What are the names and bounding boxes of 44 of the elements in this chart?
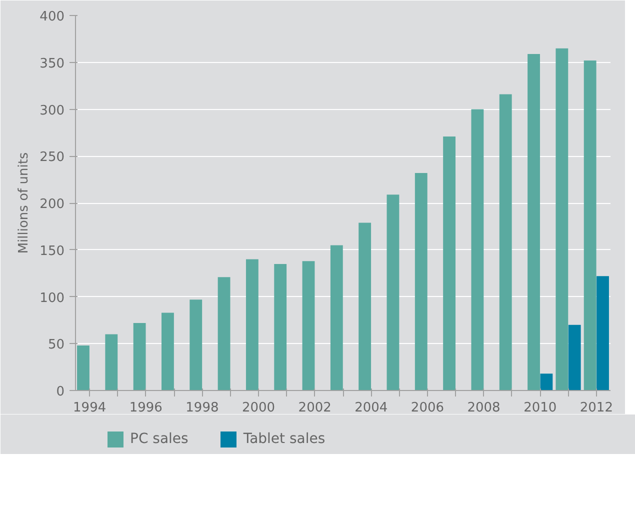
bar — [190, 300, 202, 390]
bar — [246, 259, 258, 390]
x-tick-label: 2002 — [298, 400, 332, 416]
y-tick-label: 0 — [56, 384, 65, 400]
x-tick-label: 2004 — [354, 400, 388, 416]
y-axis-title: Millions of units — [16, 152, 32, 254]
y-tick-label: 250 — [40, 150, 65, 166]
x-tick-label: 1996 — [129, 400, 162, 416]
bar — [556, 48, 568, 390]
y-tick-label: 300 — [40, 103, 65, 118]
bar — [77, 346, 90, 390]
bar — [528, 54, 540, 390]
bar — [443, 136, 456, 390]
y-tick-label: 100 — [40, 290, 65, 306]
x-tick-label: 1998 — [186, 400, 219, 416]
x-tick-label: 2008 — [467, 400, 500, 416]
bar — [568, 324, 581, 390]
bar — [105, 334, 118, 390]
x-tick-label: 2010 — [524, 400, 557, 416]
y-tick-label: 50 — [48, 338, 65, 353]
bar — [386, 194, 400, 390]
bar — [540, 374, 553, 390]
x-tick-label: 2006 — [410, 400, 444, 416]
bar — [302, 261, 315, 390]
bar — [584, 60, 596, 390]
y-tick-label: 350 — [40, 56, 65, 72]
bar — [499, 94, 512, 390]
x-tick-label: 2012 — [580, 400, 613, 416]
bar — [218, 277, 230, 390]
bar — [330, 245, 343, 390]
bar — [596, 276, 609, 390]
y-tick-label: 150 — [40, 244, 65, 259]
bar — [274, 264, 287, 390]
legend-label: PC sales — [130, 431, 188, 447]
y-tick-label: 400 — [40, 10, 65, 24]
bar — [471, 109, 484, 390]
bar — [414, 173, 428, 390]
x-tick-label: 1994 — [73, 400, 106, 416]
x-tick-label: 2000 — [242, 400, 276, 416]
y-tick-label: 200 — [40, 197, 65, 212]
bar — [133, 323, 146, 390]
bar — [358, 222, 372, 390]
bar — [162, 312, 174, 390]
legend-label: Tablet sales — [243, 431, 326, 447]
